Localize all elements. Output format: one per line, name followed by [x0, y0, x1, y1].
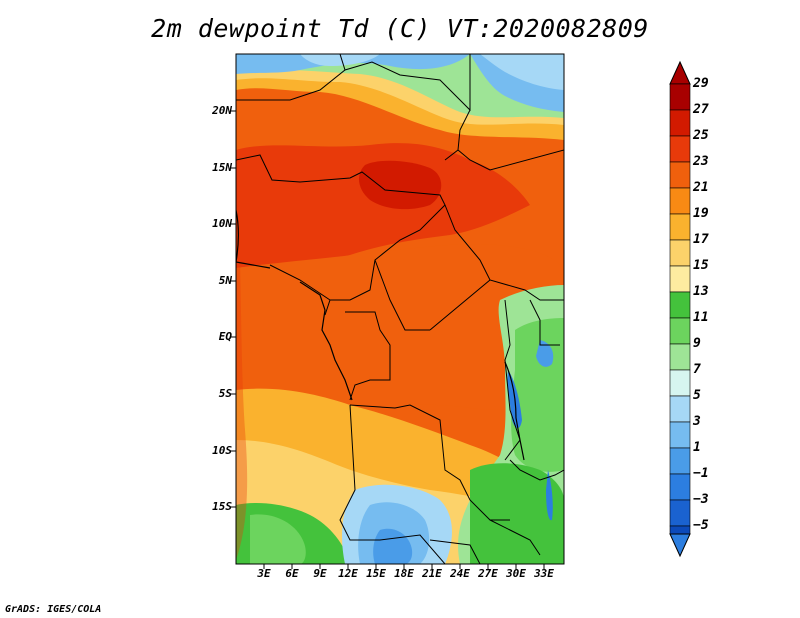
lon-label: 30E — [506, 567, 526, 580]
colorbar-label: −5 — [693, 518, 709, 533]
colorbar-label: 15 — [693, 258, 709, 273]
colorbar-swatch — [669, 447, 691, 475]
lat-label: EQ — [218, 330, 232, 343]
colorbar-swatch — [669, 395, 691, 423]
colorbar-label: 7 — [693, 362, 701, 377]
colorbar-label: 25 — [693, 128, 709, 143]
colorbar-label: 21 — [693, 180, 709, 195]
country-borders — [236, 54, 564, 564]
colorbar-label: 11 — [693, 310, 709, 325]
colorbar-swatch — [669, 265, 691, 293]
lon-label: 21E — [422, 567, 442, 580]
colorbar-swatch — [669, 473, 691, 501]
colorbar-swatch — [669, 343, 691, 371]
lat-label: 10N — [212, 217, 232, 230]
colorbar-label: 19 — [693, 206, 709, 221]
lon-label: 3E — [257, 567, 271, 580]
colorbar-swatch — [669, 109, 691, 137]
lat-label: 5S — [218, 387, 232, 400]
lon-label: 12E — [338, 567, 358, 580]
colorbar-swatch — [669, 421, 691, 449]
colorbar-swatch — [669, 135, 691, 163]
colorbar-label: 23 — [693, 154, 709, 169]
lon-label: 27E — [478, 567, 498, 580]
lon-label: 24E — [450, 567, 470, 580]
colorbar-label: 9 — [693, 336, 701, 351]
lat-label: 20N — [212, 104, 232, 117]
lon-label: 18E — [394, 567, 414, 580]
colorbar-swatch — [669, 213, 691, 241]
lon-ticks — [263, 564, 545, 569]
colorbar-top-arrow — [669, 60, 691, 85]
lon-label: 15E — [366, 567, 386, 580]
lat-label: 10S — [212, 444, 232, 457]
colorbar-label: 13 — [693, 284, 709, 299]
colorbar-swatch — [669, 239, 691, 267]
lat-label: 15N — [212, 161, 232, 174]
lat-label: 15S — [212, 500, 232, 513]
colorbar-label: 27 — [693, 102, 709, 117]
map-title: 2m dewpoint Td (C) VT:2020082809 — [151, 14, 649, 43]
colorbar-swatch — [669, 161, 691, 189]
grads-credit: GrADS: IGES/COLA — [5, 604, 102, 615]
colorbar-label: 17 — [693, 232, 709, 247]
lat-label: 5N — [218, 274, 232, 287]
colorbar-label: 29 — [693, 76, 709, 91]
colorbar-label: 1 — [693, 440, 701, 455]
colorbar — [669, 60, 691, 558]
colorbar-label: −3 — [693, 492, 709, 507]
lon-label: 9E — [313, 567, 327, 580]
map-frame — [235, 53, 565, 565]
lat-ticks — [231, 110, 236, 508]
colorbar-label: 3 — [693, 414, 701, 429]
lon-label: 33E — [534, 567, 554, 580]
colorbar-label: −1 — [693, 466, 709, 481]
dewpoint-field — [236, 54, 564, 564]
colorbar-bottom-arrow — [669, 533, 691, 558]
lon-label: 6E — [285, 567, 299, 580]
colorbar-label: 5 — [693, 388, 701, 403]
colorbar-swatch — [669, 317, 691, 345]
colorbar-swatch — [669, 187, 691, 215]
colorbar-swatch — [669, 83, 691, 111]
colorbar-swatch — [669, 499, 691, 527]
colorbar-swatch — [669, 525, 691, 535]
colorbar-swatch — [669, 369, 691, 397]
colorbar-swatch — [669, 291, 691, 319]
